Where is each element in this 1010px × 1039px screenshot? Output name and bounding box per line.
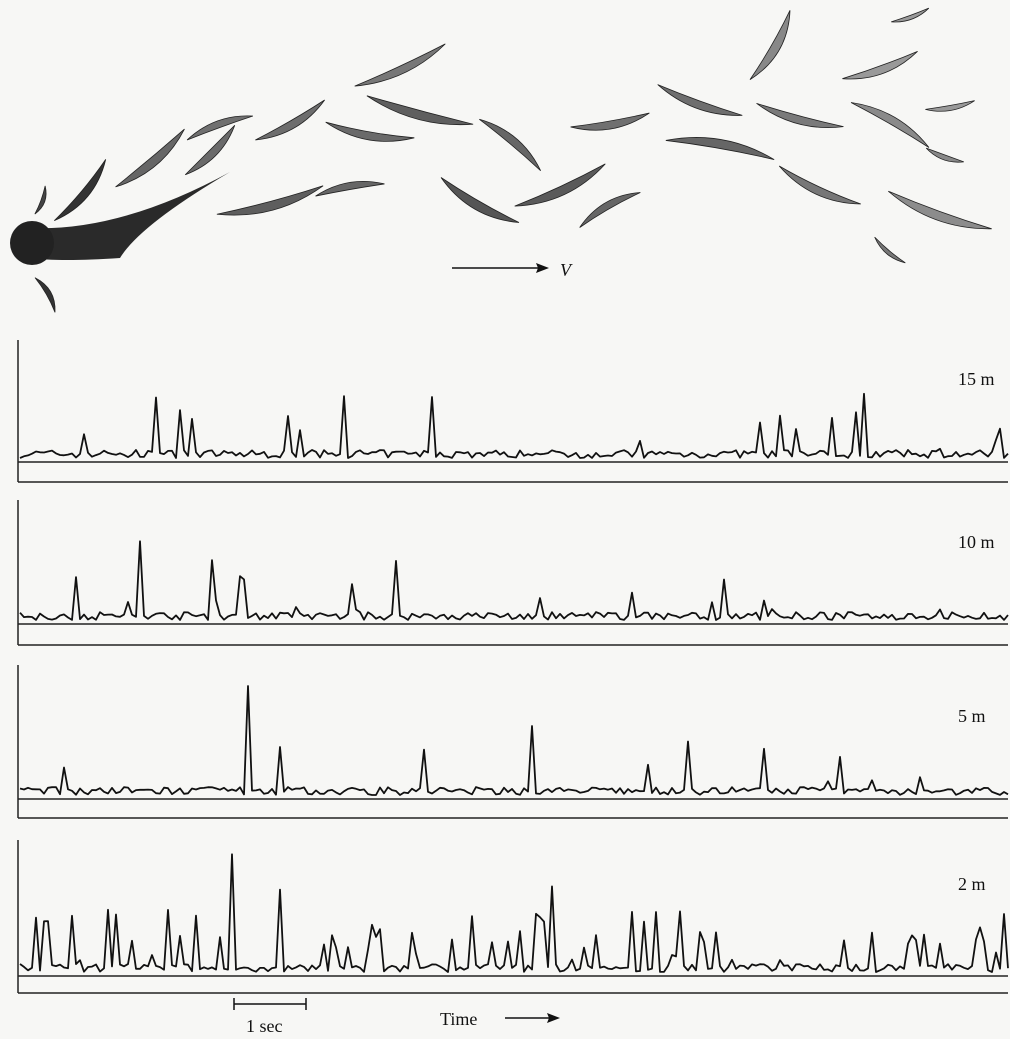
trace-label: 15 m	[958, 369, 995, 389]
fish	[570, 112, 650, 131]
trace-label: 2 m	[958, 874, 986, 894]
trace-label: 10 m	[958, 532, 995, 552]
fish	[325, 121, 415, 142]
fish	[850, 102, 930, 148]
traces	[17, 340, 1009, 994]
fish	[479, 118, 542, 172]
fish	[34, 277, 56, 313]
fish	[216, 185, 324, 216]
fish	[925, 100, 975, 112]
fish	[749, 10, 791, 80]
fish	[874, 236, 906, 264]
scale-bar-label: 1 sec	[246, 1016, 282, 1036]
fish	[34, 185, 47, 215]
fish	[255, 99, 325, 141]
velocity-arrow	[452, 263, 549, 273]
fish	[30, 172, 230, 260]
fish	[514, 163, 606, 207]
trace-label: 5 m	[958, 706, 986, 726]
fish	[756, 102, 844, 128]
fish	[440, 177, 520, 223]
time-arrow	[505, 1013, 560, 1023]
fish	[315, 181, 385, 197]
scale-bar	[233, 998, 307, 1010]
trace	[19, 392, 1009, 459]
fish	[54, 159, 107, 222]
velocity-label: V	[560, 260, 573, 280]
fish	[842, 50, 918, 80]
fish	[579, 192, 641, 228]
trace	[19, 540, 1009, 621]
fish	[184, 124, 236, 176]
trace	[19, 853, 1009, 973]
fish-head	[10, 221, 54, 265]
fish	[891, 7, 930, 23]
fish	[366, 95, 474, 126]
fish	[778, 165, 861, 205]
fish	[925, 147, 964, 163]
fish-school	[10, 7, 992, 313]
time-label: Time	[440, 1009, 477, 1029]
fish	[888, 190, 992, 230]
fish	[657, 84, 743, 116]
fish	[115, 128, 185, 188]
fish	[665, 137, 775, 160]
trace	[19, 685, 1009, 796]
fish	[186, 115, 254, 141]
fish	[354, 43, 446, 87]
